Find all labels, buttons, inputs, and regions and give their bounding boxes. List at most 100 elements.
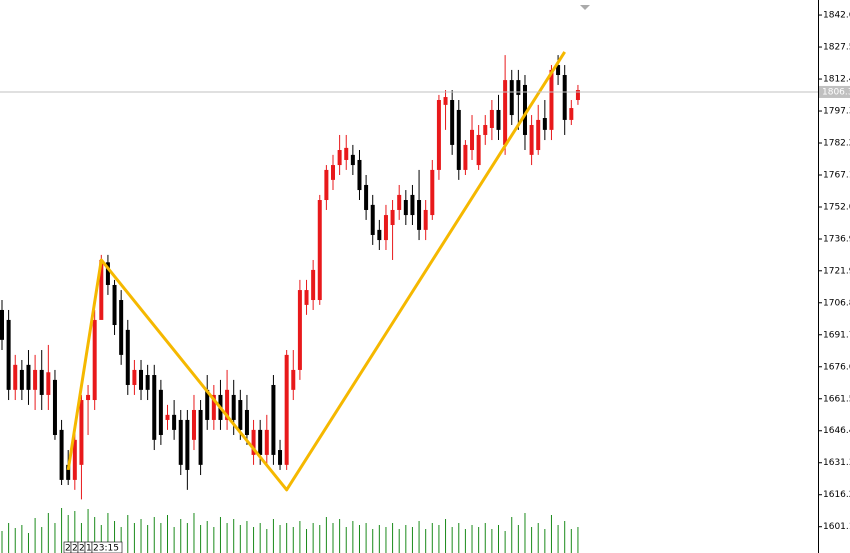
candle-body	[284, 354, 289, 465]
candle-body	[423, 209, 428, 230]
candle-body	[463, 144, 468, 170]
candle-body	[542, 118, 547, 130]
y-tick-label: 1736.9	[823, 234, 850, 244]
candle-body	[370, 204, 375, 235]
candle-body	[119, 300, 124, 355]
candle-body	[145, 375, 150, 390]
candle-body	[59, 429, 64, 480]
candle-body	[522, 84, 527, 135]
candle-body	[417, 200, 422, 230]
candle-body	[178, 419, 183, 465]
candle-body	[191, 409, 196, 440]
candle-body	[244, 409, 249, 435]
shift-marker	[580, 5, 590, 10]
candle-body	[258, 429, 263, 455]
candle-body	[165, 414, 170, 420]
candle-body	[575, 90, 580, 101]
candle-body	[105, 262, 110, 285]
candle-body	[13, 364, 18, 390]
candle-body	[470, 129, 475, 151]
candle-body	[556, 65, 561, 76]
y-tick-label: 1646.4	[823, 426, 850, 436]
candle-body	[92, 319, 97, 401]
y-tick-label: 1691.7	[823, 330, 850, 340]
y-tick-label: 1616.2	[823, 490, 850, 500]
candle-body	[350, 154, 355, 166]
candle-body	[377, 229, 382, 241]
time-label: 2	[79, 544, 85, 553]
candle-body	[0, 309, 4, 340]
candle-body	[152, 375, 157, 440]
candle-body	[198, 409, 203, 465]
candle-body	[344, 147, 349, 160]
y-tick-label: 1706.8	[823, 298, 850, 308]
y-tick-label: 1797.3	[823, 107, 850, 117]
candle-body	[503, 80, 508, 145]
time-label: 2	[72, 544, 78, 553]
y-tick-label: 1812.4	[823, 75, 850, 85]
zigzag-line	[66, 51, 566, 492]
candle-body	[311, 269, 316, 301]
y-tick-label: 1661.5	[823, 394, 850, 404]
candle-body	[331, 165, 335, 180]
candle-body	[225, 389, 230, 420]
candle-body	[390, 209, 395, 226]
candle-body	[357, 159, 362, 191]
candle-body	[278, 450, 283, 465]
candle-body	[450, 100, 455, 145]
candle-body	[251, 429, 256, 455]
candle-body	[430, 169, 435, 216]
candle-body	[238, 400, 243, 430]
candle-body	[66, 464, 71, 480]
candle-body	[86, 394, 91, 401]
candle-body	[19, 369, 24, 390]
candle-body	[99, 259, 104, 320]
candle-body	[26, 364, 31, 390]
y-tick-label: 1676.6	[823, 362, 850, 372]
candle-body	[562, 75, 567, 120]
y-tick-label: 1767.1	[823, 171, 850, 181]
candle-body	[436, 100, 441, 170]
candle-body	[410, 194, 415, 216]
candle-body	[271, 384, 276, 455]
candle-body	[304, 290, 309, 305]
time-label: 1	[86, 544, 92, 553]
y-tick-label: 1782.2	[823, 139, 850, 149]
candle-body	[112, 284, 117, 326]
candle-body	[231, 394, 236, 420]
y-tick-label: 1721.9	[823, 266, 850, 276]
y-tick-label: 1827.5	[823, 43, 850, 53]
y-tick-label: 1601.1	[823, 522, 850, 532]
candle-body	[46, 372, 51, 395]
y-tick-label: 1752.0	[823, 203, 850, 213]
candle-body	[33, 369, 38, 390]
candle-body	[483, 125, 488, 135]
candle-body	[211, 394, 216, 420]
candle-body	[132, 369, 137, 385]
candle-body	[569, 108, 574, 120]
candle-body	[79, 400, 84, 465]
candle-body	[317, 200, 322, 301]
time-label: 23:15	[93, 544, 119, 553]
candle-body	[397, 194, 402, 210]
candle-body	[476, 134, 481, 166]
candle-body	[297, 290, 302, 370]
candle-body	[403, 200, 408, 216]
candle-body	[337, 150, 342, 166]
current-price-label: 1806.3	[822, 87, 850, 97]
candle-body	[443, 97, 448, 105]
candle-body	[205, 389, 210, 420]
candle-body	[529, 125, 534, 155]
candle-body	[139, 369, 144, 390]
current-price-box	[819, 85, 850, 98]
candle-body	[158, 389, 163, 435]
candle-body	[291, 369, 296, 390]
y-tick-label: 1842.6	[823, 11, 850, 21]
candle-body	[364, 184, 369, 210]
candle-body	[52, 379, 57, 435]
candle-body	[125, 329, 130, 385]
candle-body	[516, 80, 521, 95]
candle-body	[496, 109, 501, 130]
